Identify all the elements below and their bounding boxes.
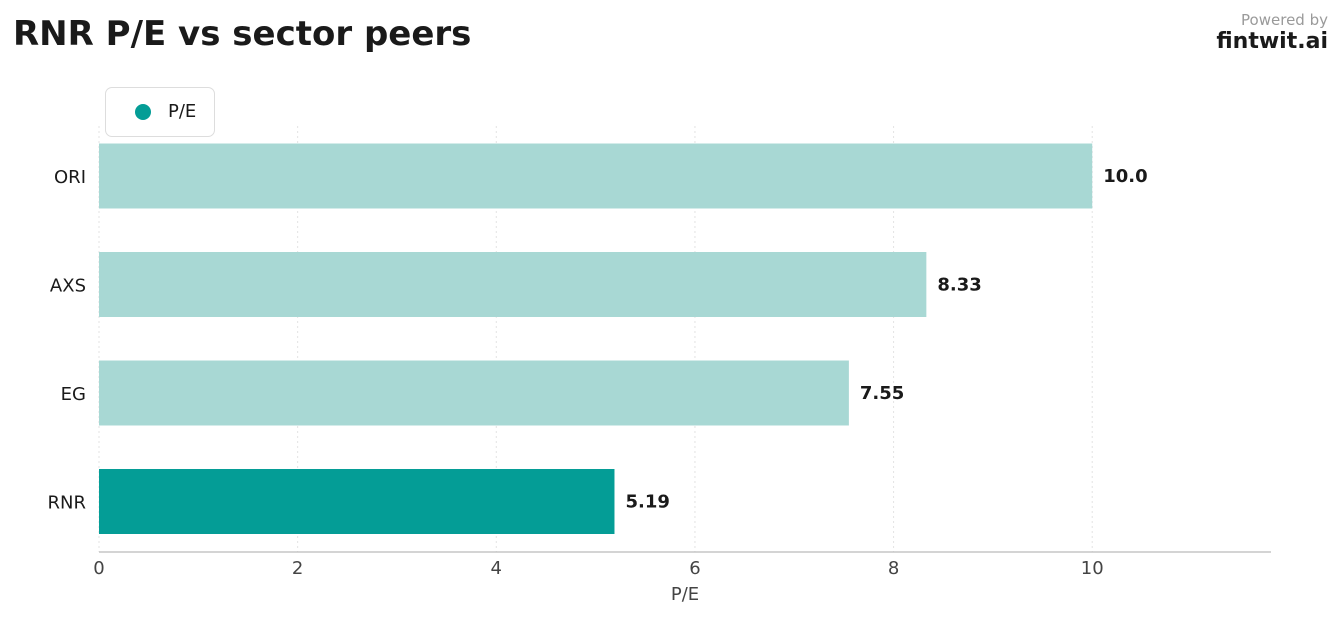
x-axis-label: P/E [671,584,699,605]
chart-title: RNR P/E vs sector peers [13,14,472,54]
legend-label-pe: P/E [168,101,197,122]
x-tick-label-0: 0 [93,558,104,579]
x-tick-label-8: 8 [888,558,899,579]
category-label-rnr: RNR [48,493,86,514]
x-tick-label-6: 6 [689,558,700,579]
value-label-eg: 7.55 [860,383,904,404]
brand-name: fintwit.ai [1216,29,1328,54]
category-label-ori: ORI [54,167,86,188]
x-tick-label-2: 2 [292,558,303,579]
legend: P/E [105,87,215,137]
value-label-rnr: 5.19 [625,492,669,513]
category-label-eg: EG [61,384,86,405]
bar-axs [99,252,927,317]
category-label-axs: AXS [50,276,86,297]
bar-rnr [99,469,615,534]
legend-marker-pe [135,104,151,120]
bar-ori [99,143,1093,209]
x-tick-label-10: 10 [1081,558,1104,579]
bar-eg [99,360,849,426]
x-tick-label-4: 4 [491,558,502,579]
value-label-axs: 8.33 [937,275,981,296]
powered-by-label: Powered by [1241,11,1328,29]
value-label-ori: 10.0 [1103,166,1147,187]
brand-block: Powered by fintwit.ai [1216,11,1328,55]
